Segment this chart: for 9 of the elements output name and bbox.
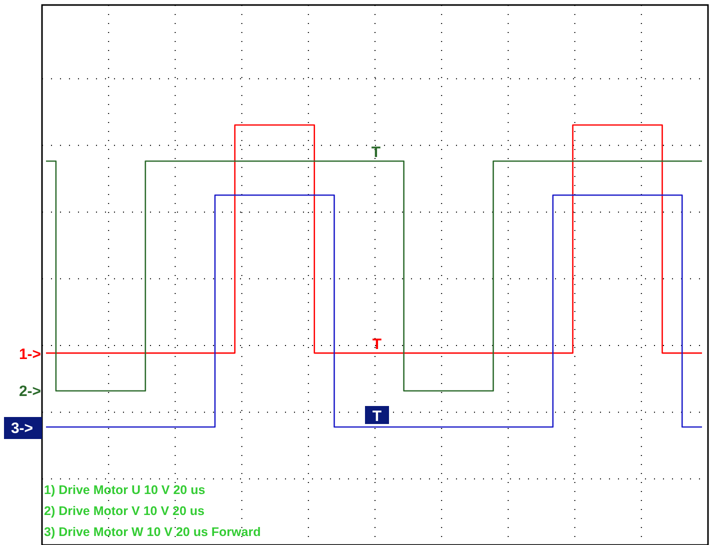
annotation: 2) Drive Motor V 10 V 20 us — [44, 504, 205, 518]
text: 2-> — [18, 383, 42, 400]
annotation: T — [372, 336, 382, 353]
text: 1-> — [18, 346, 42, 363]
text: 3-> — [10, 420, 34, 437]
annotation: 1) Drive Motor U 10 V 20 us — [44, 483, 206, 497]
annotation: T — [372, 408, 382, 425]
annotation: 3) Drive Motor W 10 V 20 us Forward — [44, 525, 261, 539]
annotation: T — [371, 144, 381, 161]
